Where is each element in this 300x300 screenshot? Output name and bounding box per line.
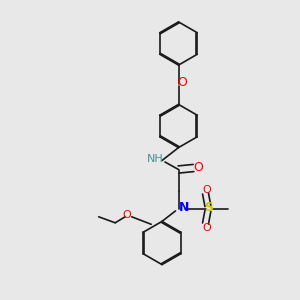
Text: O: O (194, 161, 203, 174)
Text: O: O (202, 223, 211, 233)
Text: O: O (122, 210, 131, 220)
Text: S: S (205, 201, 214, 214)
Text: NH: NH (147, 154, 164, 164)
Text: O: O (177, 76, 187, 89)
Text: N: N (179, 201, 189, 214)
Text: O: O (202, 185, 211, 195)
